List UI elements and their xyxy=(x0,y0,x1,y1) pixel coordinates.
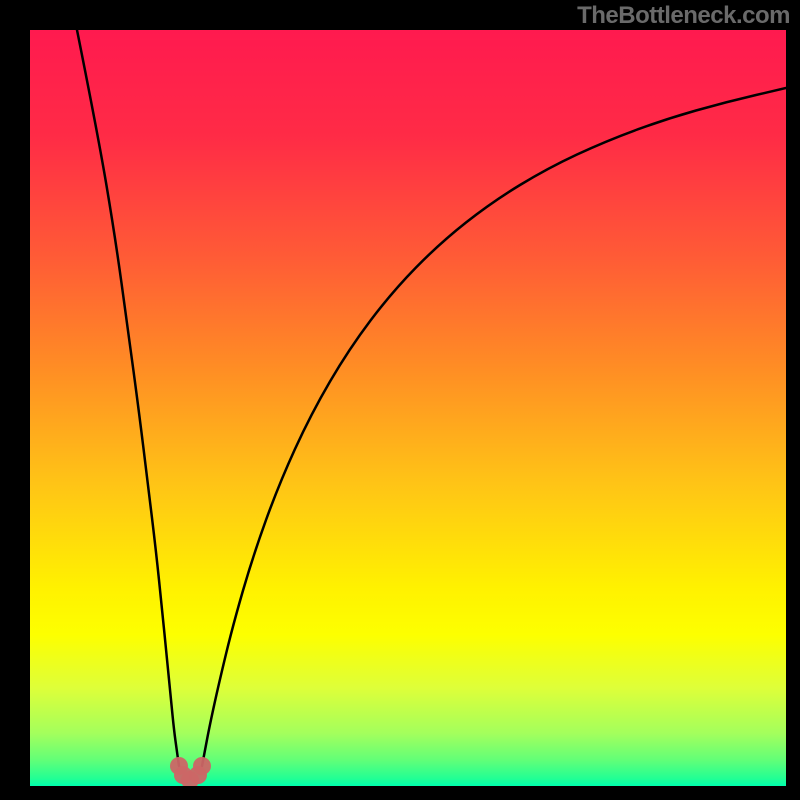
gradient-background xyxy=(30,30,786,786)
chart-frame: TheBottleneck.com xyxy=(0,0,800,800)
bottleneck-chart xyxy=(0,0,800,800)
